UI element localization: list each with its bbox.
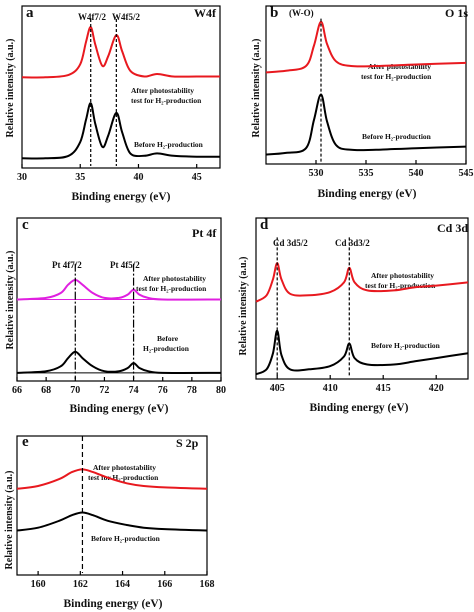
peak-label: Pt 4f5/2	[110, 260, 140, 270]
panel-a: a W4f W4f7/2 W4f5/2 After photostability…	[5, 5, 221, 203]
panel-e: e S 2p After photostability test for H₂-…	[4, 434, 215, 610]
x-tick-label: 35	[75, 172, 85, 183]
peak-label: W4f5/2	[112, 12, 140, 22]
x-tick-label: 80	[216, 385, 226, 396]
x-tick-label: 166	[157, 579, 172, 590]
peak-label: Cd 3d3/2	[335, 238, 370, 248]
annotation-line: After photostability	[143, 274, 206, 283]
series-line-0	[21, 26, 220, 79]
plot-frame	[255, 217, 469, 380]
x-tick-label: 168	[200, 579, 215, 590]
x-tick-label: 415	[376, 383, 391, 394]
panel-name: Cd 3d	[437, 221, 468, 235]
x-axis-title: Binding energy (eV)	[71, 191, 170, 203]
panel-name: S 2p	[176, 436, 199, 450]
annotation-line: H₂-production	[143, 344, 190, 353]
panel-letter: b	[270, 5, 278, 21]
annotation-line: test for H₂-production	[361, 72, 432, 81]
panel-b: b O 1s (W-O) After photostability test f…	[251, 5, 474, 200]
panel-c: c Pt 4f Pt 4f7/2 Pt 4f5/2 After photosta…	[5, 217, 226, 415]
annotation-line: Before	[157, 334, 179, 343]
annotation-line: Before H₂-production	[91, 534, 161, 543]
peak-label: Pt 4f7/2	[52, 260, 82, 270]
panel-letter: e	[22, 434, 29, 450]
x-tick-label: 410	[323, 383, 338, 394]
series-line-1	[16, 511, 208, 532]
annotation-line: Before H₂-production	[371, 341, 441, 350]
plot-frame	[21, 5, 221, 169]
y-axis-title: Relative intensity (a.u.)	[238, 257, 249, 356]
panel-name: O 1s	[445, 6, 468, 20]
series-line-1	[255, 329, 469, 376]
panel-name: Pt 4f	[192, 226, 217, 240]
x-tick-label: 530	[309, 168, 324, 179]
series-line-1	[16, 350, 222, 374]
x-tick-label: 162	[73, 579, 88, 590]
x-tick-label: 164	[115, 579, 130, 590]
x-tick-label: 420	[429, 383, 444, 394]
panel-letter: a	[26, 5, 34, 21]
panel-name: W4f	[194, 6, 217, 20]
x-tick-label: 535	[359, 168, 374, 179]
annotation-line: After photostability	[368, 62, 431, 71]
series-line-0	[16, 278, 222, 301]
x-tick-label: 160	[31, 579, 46, 590]
peak-label: (W-O)	[289, 8, 314, 18]
y-axis-title: Relative intensity (a.u.)	[5, 251, 16, 350]
x-tick-label: 74	[129, 385, 139, 396]
annotation-line: test for H₂-production	[365, 281, 436, 290]
x-tick-label: 545	[459, 168, 474, 179]
x-tick-label: 405	[270, 383, 285, 394]
x-axis-title: Binding energy (eV)	[309, 402, 408, 414]
annotation-line: After photostability	[131, 86, 194, 95]
annotation-line: Before H₂-production	[134, 140, 204, 149]
series-line-0	[16, 468, 208, 490]
y-axis-title: Relative intensity (a.u.)	[4, 471, 15, 570]
x-tick-label: 540	[409, 168, 424, 179]
x-tick-label: 40	[133, 172, 143, 183]
series-line-0	[265, 20, 467, 74]
x-axis-title: Binding energy (eV)	[63, 598, 162, 610]
annotation-line: test for H₂-production	[131, 96, 202, 105]
series-line-0	[255, 262, 469, 303]
y-axis-title: Relative intensity (a.u.)	[5, 39, 16, 138]
annotation-line: Before H₂-production	[362, 132, 432, 141]
annotation-line: After photostability	[371, 271, 434, 280]
series-line-1	[265, 93, 467, 156]
peak-label: W4f7/2	[78, 12, 106, 22]
panel-d: d Cd 3d Cd 3d5/2 Cd 3d3/2 After photosta…	[238, 217, 469, 414]
x-tick-label: 68	[41, 385, 51, 396]
panel-letter: d	[260, 217, 269, 233]
x-axis-title: Binding energy (eV)	[317, 188, 416, 200]
x-tick-label: 76	[158, 385, 168, 396]
plot-frame	[16, 435, 208, 576]
series-line-1	[21, 102, 221, 160]
x-tick-label: 45	[192, 172, 202, 183]
y-axis-title: Relative intensity (a.u.)	[251, 39, 262, 138]
x-tick-label: 30	[17, 172, 27, 183]
annotation-line: test for H₂-production	[136, 284, 207, 293]
x-tick-label: 66	[12, 385, 22, 396]
annotation-line: After photostability	[93, 463, 156, 472]
x-tick-label: 72	[99, 385, 109, 396]
x-axis-title: Binding energy (eV)	[69, 403, 168, 415]
annotation-line: test for H₂-production	[88, 473, 159, 482]
peak-label: Cd 3d5/2	[273, 238, 308, 248]
panel-letter: c	[22, 217, 29, 233]
x-tick-label: 70	[70, 385, 80, 396]
x-tick-label: 78	[187, 385, 197, 396]
